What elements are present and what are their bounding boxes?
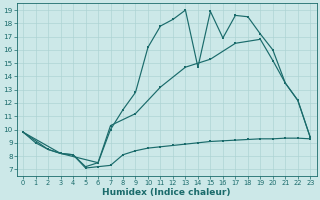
X-axis label: Humidex (Indice chaleur): Humidex (Indice chaleur) [102,188,231,197]
